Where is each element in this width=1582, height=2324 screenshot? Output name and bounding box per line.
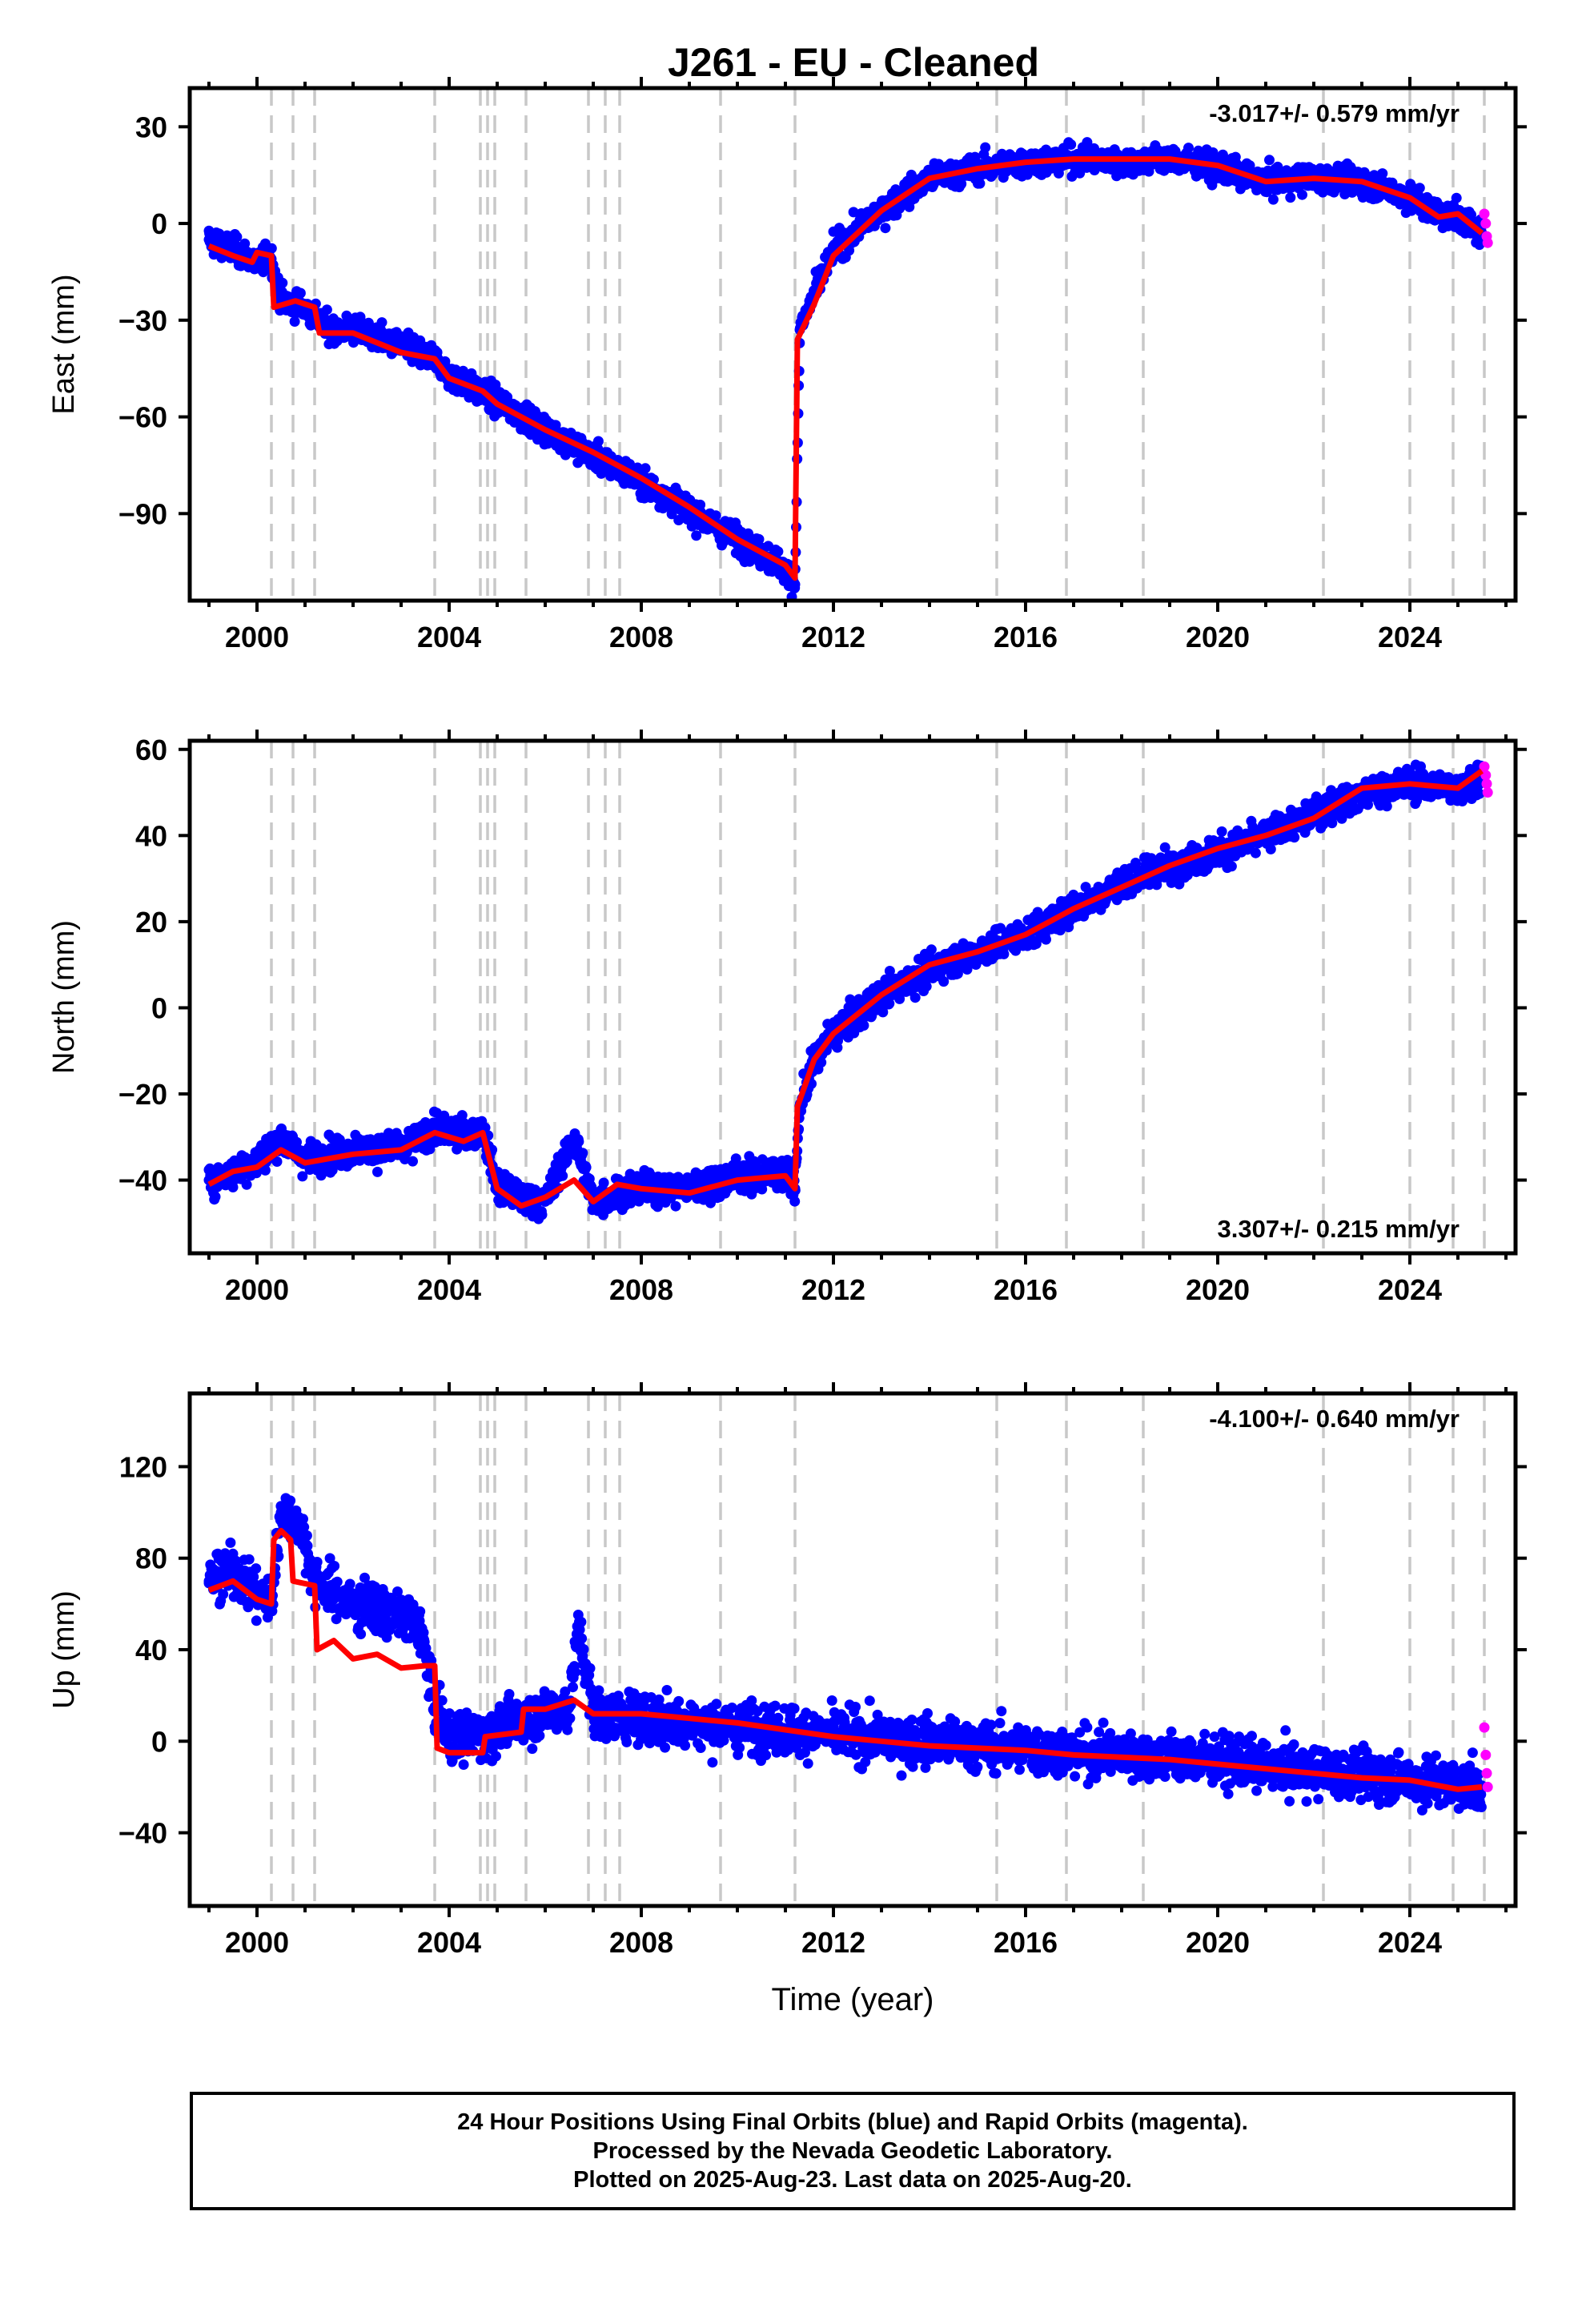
final-orbit-point xyxy=(577,1148,588,1159)
final-orbit-point xyxy=(786,591,797,601)
y-tick-label: −90 xyxy=(118,497,167,530)
x-tick-label: 2008 xyxy=(609,621,673,653)
final-orbit-point xyxy=(1159,842,1170,853)
rapid-orbit-point xyxy=(1480,218,1492,229)
final-orbit-point xyxy=(321,304,332,316)
final-orbit-point xyxy=(598,1177,609,1188)
final-orbit-point xyxy=(536,1209,548,1220)
final-orbit-point xyxy=(926,944,937,955)
final-orbits-series xyxy=(203,137,1488,601)
y-tick-label: −60 xyxy=(118,401,167,434)
x-tick-label: 2024 xyxy=(1378,621,1442,653)
final-orbits-series xyxy=(203,759,1488,1224)
final-orbit-point xyxy=(884,966,895,976)
final-orbit-point xyxy=(372,1166,383,1177)
final-orbit-point xyxy=(259,1164,271,1176)
final-orbit-point xyxy=(1066,139,1077,150)
final-orbit-point xyxy=(980,142,991,153)
final-orbit-point xyxy=(789,579,801,590)
final-orbit-point xyxy=(1082,137,1093,148)
final-orbit-point xyxy=(848,207,859,218)
final-orbit-point xyxy=(1226,861,1237,872)
rapid-orbits-series xyxy=(1479,208,1493,248)
final-orbit-point xyxy=(880,223,891,234)
final-orbit-point xyxy=(1041,934,1051,945)
final-orbit-point xyxy=(327,1164,338,1176)
final-orbit-point xyxy=(277,277,288,288)
final-orbit-point xyxy=(231,231,243,243)
final-orbit-point xyxy=(1377,168,1388,179)
final-orbit-point xyxy=(773,546,784,557)
final-orbit-point xyxy=(909,992,921,1003)
final-orbit-point xyxy=(1414,183,1425,194)
y-tick-label: 30 xyxy=(135,111,167,143)
y-axis-label: East (mm) xyxy=(47,274,81,414)
final-orbit-point xyxy=(877,1007,889,1018)
final-orbit-point xyxy=(557,1170,568,1181)
final-orbit-point xyxy=(1080,882,1091,893)
event-lines xyxy=(270,741,1486,1253)
final-orbit-point xyxy=(1451,192,1462,203)
model-line xyxy=(207,156,1484,581)
panel-east: 30 0 −30 −60 −90 2000 2004 2008 2012 2016 2020 2024… xyxy=(47,77,1527,653)
final-orbit-point xyxy=(266,243,277,254)
final-orbit-point xyxy=(592,436,604,447)
final-orbit-point xyxy=(408,1156,418,1167)
final-orbit-point xyxy=(956,179,967,189)
final-orbit-point xyxy=(1264,155,1275,166)
final-orbit-point xyxy=(789,1196,801,1207)
rapid-orbit-point xyxy=(1479,208,1490,219)
final-orbit-point xyxy=(295,287,306,299)
final-orbit-point xyxy=(1265,843,1276,854)
final-orbit-point xyxy=(376,317,387,328)
final-orbit-point xyxy=(1267,194,1279,205)
final-orbit-point xyxy=(670,1200,681,1212)
final-orbit-point xyxy=(884,998,895,1009)
final-orbit-point xyxy=(998,948,1010,959)
final-orbit-point xyxy=(757,1184,768,1195)
y-tick-label: −30 xyxy=(118,304,167,337)
final-orbit-point xyxy=(1289,832,1300,843)
final-orbit-point xyxy=(227,1182,239,1192)
plot-area xyxy=(203,759,1493,1224)
final-orbit-point xyxy=(203,234,215,245)
final-orbit-point xyxy=(297,1171,308,1182)
final-orbit-point xyxy=(239,238,251,249)
x-tick-label: 2020 xyxy=(1186,621,1250,653)
final-orbit-point xyxy=(210,1191,221,1202)
final-orbit-point xyxy=(580,1162,592,1173)
final-orbit-point xyxy=(710,510,721,521)
panel-frame xyxy=(187,86,1518,603)
final-orbit-point xyxy=(1216,826,1227,837)
final-orbit-point xyxy=(974,178,986,189)
final-orbit-point xyxy=(782,1155,793,1165)
rapid-orbit-point xyxy=(1482,237,1493,248)
final-orbit-point xyxy=(691,530,702,541)
final-orbit-point xyxy=(289,316,300,327)
x-tick-label: 2012 xyxy=(801,621,865,653)
final-orbit-point xyxy=(938,976,950,987)
final-orbit-point xyxy=(271,1156,283,1167)
x-tick-label: 2004 xyxy=(417,621,481,653)
final-orbit-point xyxy=(1297,189,1307,200)
final-orbit-point xyxy=(1250,847,1261,858)
rate-label: -3.017+/- 0.579 mm/yr xyxy=(1209,99,1460,127)
y-tick-label: 0 xyxy=(151,207,167,240)
final-orbit-point xyxy=(241,1179,252,1190)
final-orbit-point xyxy=(921,981,932,992)
chart-title: J261 - EU - Cleaned xyxy=(668,40,1039,85)
panels: 30 0 −30 −60 −90 2000 2004 2008 2012 2016 2020 2024… xyxy=(47,77,1527,2017)
x-tick-label: 2016 xyxy=(994,621,1058,653)
final-orbit-point xyxy=(1285,192,1296,203)
final-orbit-point xyxy=(1183,143,1194,154)
final-orbit-point xyxy=(1030,939,1042,949)
x-tick-label: 2000 xyxy=(225,621,289,653)
final-orbit-point xyxy=(456,1110,468,1121)
final-orbit-point xyxy=(753,533,765,545)
final-orbit-point xyxy=(640,463,651,474)
plot-area xyxy=(203,137,1493,601)
final-orbit-point xyxy=(858,1020,869,1031)
